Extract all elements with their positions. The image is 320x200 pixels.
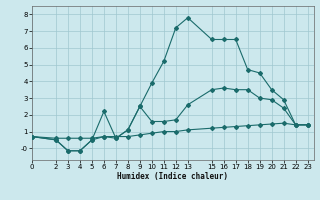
X-axis label: Humidex (Indice chaleur): Humidex (Indice chaleur) xyxy=(117,172,228,181)
